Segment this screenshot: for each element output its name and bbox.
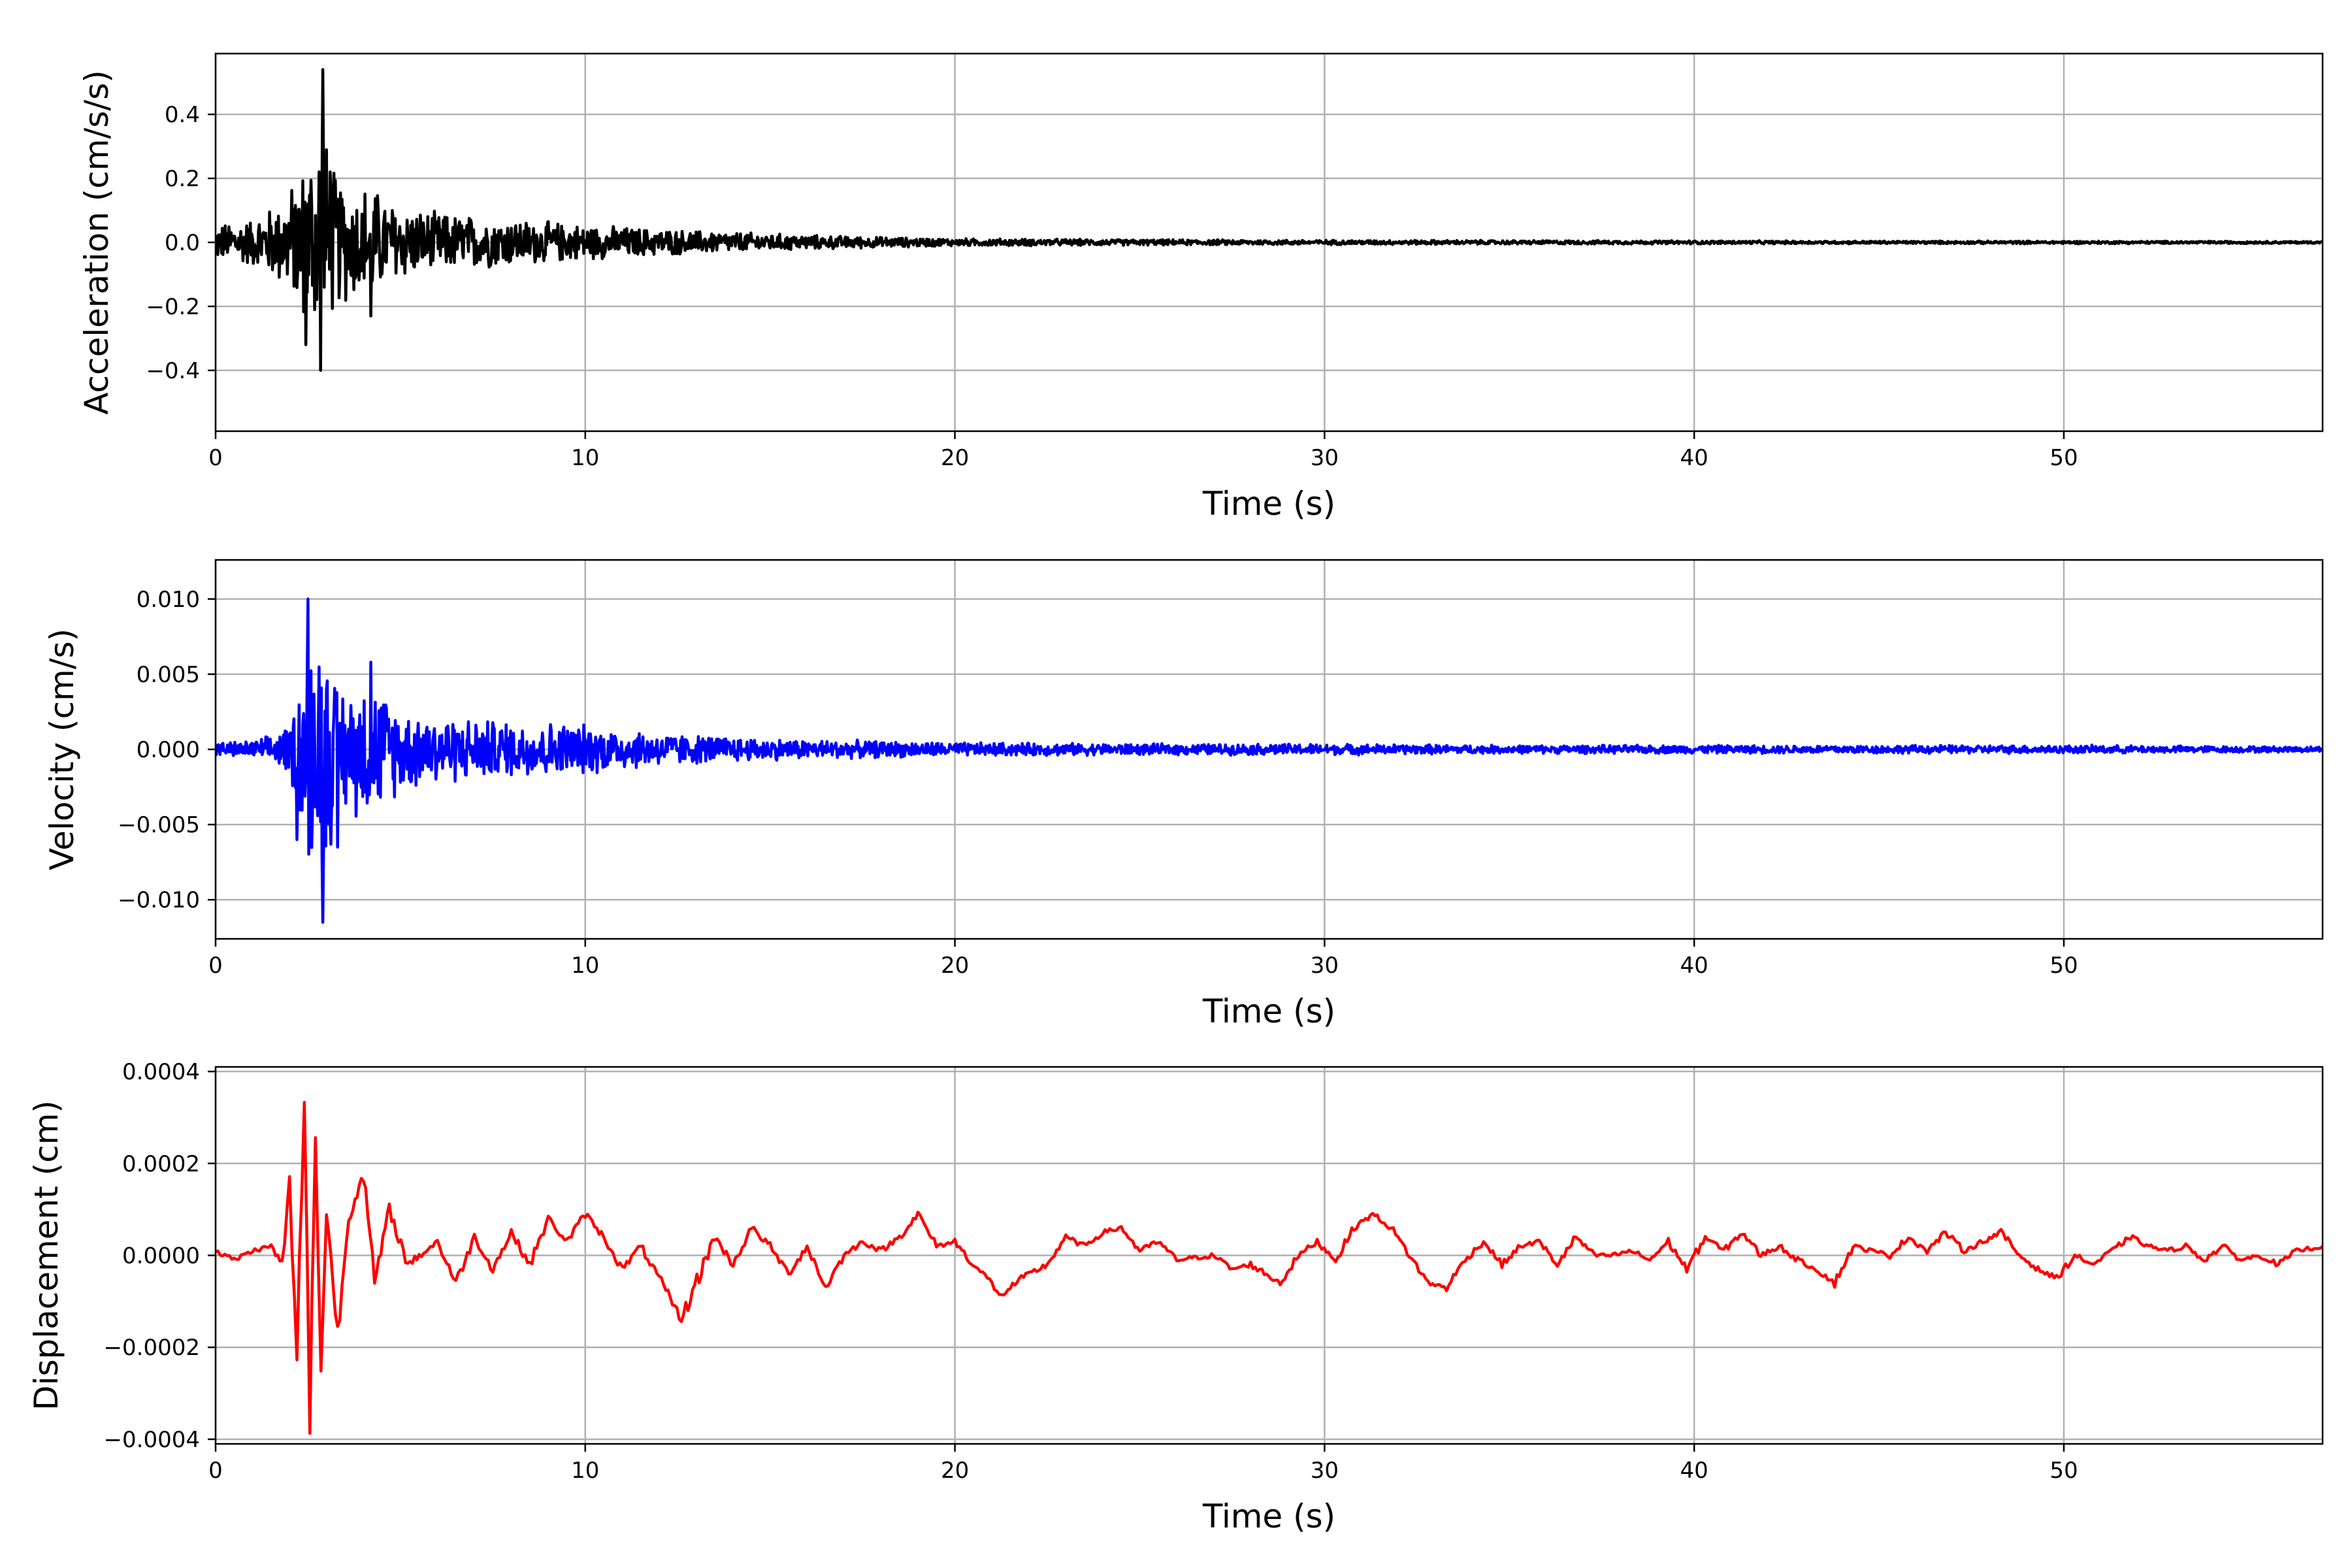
- velocity-x-tick-label: 50: [2050, 953, 2078, 979]
- displacement-x-tick-label: 50: [2050, 1458, 2078, 1484]
- acceleration-y-tick-label: −0.4: [146, 358, 200, 384]
- acceleration-y-tick-label: −0.2: [146, 294, 200, 320]
- displacement-x-tick-label: 30: [1311, 1458, 1339, 1484]
- displacement-y-tick-label: 0.0004: [122, 1059, 200, 1085]
- displacement-y-tick-label: −0.0002: [104, 1335, 200, 1361]
- displacement-panel: 0 10 20 30 40 50 −0.0004 −0.0002 0.0000 0.0002 0.0…: [27, 1059, 2324, 1535]
- velocity-y-tick-label: 0.005: [137, 662, 200, 688]
- acceleration-y-tick-label: 0.0: [165, 230, 200, 256]
- velocity-x-tick-label: 0: [208, 953, 223, 979]
- velocity-x-tick-label: 20: [941, 953, 969, 979]
- velocity-x-tick-label: 10: [571, 953, 599, 979]
- velocity-x-tick-label: 40: [1680, 953, 1708, 979]
- velocity-x-axis-label: Time (s): [1202, 992, 1335, 1030]
- acceleration-x-tick-label: 10: [571, 445, 599, 471]
- displacement-x-axis-label: Time (s): [1202, 1497, 1335, 1535]
- displacement-y-tick-label: −0.0004: [104, 1427, 200, 1453]
- displacement-x-tick-label: 0: [208, 1458, 223, 1484]
- acceleration-y-tick-label: 0.4: [165, 102, 200, 128]
- displacement-x-tick-label: 40: [1680, 1458, 1708, 1484]
- velocity-x-tick-label: 30: [1311, 953, 1339, 979]
- velocity-y-tick-label: 0.000: [137, 737, 200, 763]
- velocity-series-line: [216, 597, 2323, 924]
- acceleration-x-tick-label: 20: [941, 445, 969, 471]
- acceleration-panel: 0 10 20 30 40 50 −0.4 −0.2 0.0 0.2 0.4 Time (s) Acce…: [78, 52, 2324, 523]
- acceleration-y-tick-label: 0.2: [165, 166, 200, 192]
- displacement-x-tick-label: 10: [571, 1458, 599, 1484]
- acceleration-x-tick-label: 50: [2050, 445, 2078, 471]
- velocity-y-tick-label: 0.010: [137, 587, 200, 613]
- acceleration-y-axis-label: Acceleration (cm/s/s): [78, 70, 116, 415]
- displacement-y-tick-label: 0.0002: [122, 1151, 200, 1177]
- velocity-y-axis-label: Velocity (cm/s): [43, 629, 81, 870]
- velocity-y-tick-label: −0.005: [118, 812, 200, 838]
- displacement-y-axis-label: Displacement (cm): [27, 1100, 65, 1411]
- acceleration-series-line: [216, 68, 2323, 372]
- displacement-y-tick-label: 0.0000: [122, 1243, 200, 1269]
- acceleration-x-axis-label: Time (s): [1202, 485, 1335, 523]
- acceleration-x-tick-label: 30: [1311, 445, 1339, 471]
- velocity-panel: 0 10 20 30 40 50 −0.010 −0.005 0.000 0.005 0.010 Ti…: [43, 559, 2324, 1030]
- acceleration-x-tick-label: 40: [1680, 445, 1708, 471]
- displacement-series-line: [216, 1100, 2323, 1435]
- velocity-y-tick-label: −0.010: [118, 887, 200, 913]
- acceleration-x-tick-label: 0: [208, 445, 223, 471]
- displacement-x-tick-label: 20: [941, 1458, 969, 1484]
